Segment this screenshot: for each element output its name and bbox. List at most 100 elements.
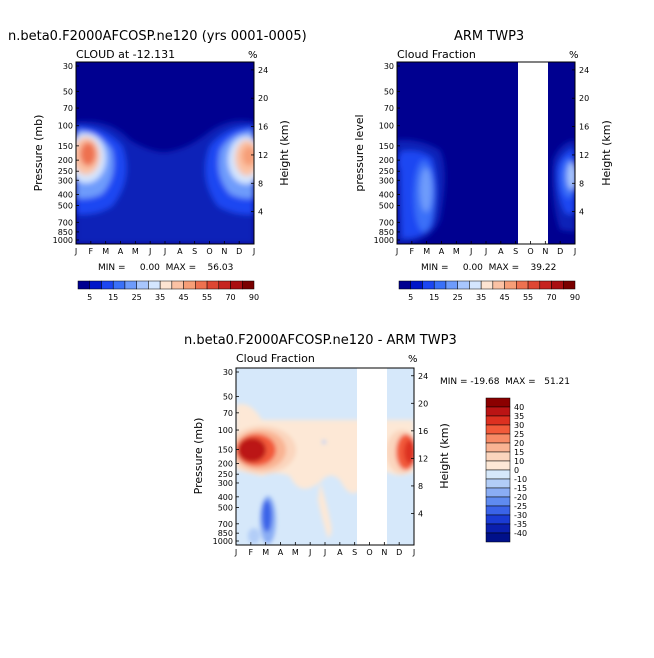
colorbar-swatch <box>480 280 494 290</box>
colorbar-label: 45 <box>179 293 189 302</box>
colorbar-swatch <box>516 280 529 290</box>
pressure-tick-label: 100 <box>218 426 233 435</box>
panel3-missing-data <box>357 368 387 545</box>
colorbar-label: 5 <box>408 293 413 302</box>
month-tick-label: J <box>74 247 77 256</box>
pressure-tick-label: 50 <box>384 87 394 96</box>
colorbar-label: 40 <box>514 403 524 412</box>
colorbar-label: 30 <box>514 421 524 430</box>
height-tick-label: 16 <box>258 123 268 132</box>
colorbar-swatch <box>124 280 137 290</box>
pressure-tick-label: 30 <box>384 62 394 71</box>
panel-model: n.beta0.F2000AFCOSP.ne120 (yrs 0001-0005… <box>8 29 307 302</box>
height-tick-label: 24 <box>579 66 589 75</box>
panel1-title: n.beta0.F2000AFCOSP.ne120 (yrs 0001-0005… <box>8 29 307 44</box>
month-tick-label: O <box>366 548 372 557</box>
colorbar-swatch <box>551 280 564 290</box>
colorbar-label: -20 <box>514 493 527 502</box>
pressure-tick-label: 400 <box>218 493 233 502</box>
month-tick-label: F <box>249 548 254 557</box>
month-tick-label: M <box>262 548 269 557</box>
month-tick-label: A <box>177 247 183 256</box>
panel1-ylabel: Pressure (mb) <box>32 115 45 192</box>
panel2-field <box>397 62 575 244</box>
pressure-tick-label: 200 <box>58 156 73 165</box>
month-tick-label: A <box>337 548 343 557</box>
colorbar-swatch <box>485 487 511 498</box>
colorbar-label: 25 <box>453 293 463 302</box>
panel2-colorbar: 5 15 25 35 45 55 70 90 <box>398 280 580 302</box>
pressure-tick-label: 700 <box>218 520 233 529</box>
colorbar-label: -15 <box>514 484 527 493</box>
pressure-tick-label: 500 <box>379 202 394 211</box>
month-tick-label: J <box>323 548 326 557</box>
colorbar-swatch <box>89 280 102 290</box>
colorbar-swatch <box>195 280 208 290</box>
colorbar-swatch <box>485 433 511 444</box>
month-tick-label: J <box>148 247 151 256</box>
pressure-tick-label: 100 <box>379 122 394 131</box>
colorbar-label: -10 <box>514 475 527 484</box>
pressure-tick-label: 70 <box>384 104 394 113</box>
month-tick-label: N <box>221 247 227 256</box>
month-tick-label: J <box>395 247 398 256</box>
month-tick-label: J <box>412 548 415 557</box>
pressure-tick-label: 300 <box>58 176 73 185</box>
height-tick-label: 16 <box>579 123 589 132</box>
panel-observation: ARM TWP3 Cloud Fraction % 30 50 70 100 150 20… <box>353 29 613 302</box>
month-tick-label: J <box>163 247 166 256</box>
panel3-field <box>236 368 414 545</box>
pressure-tick-label: 50 <box>223 393 233 402</box>
panel-difference: n.beta0.F2000AFCOSP.ne120 - ARM TWP3 Clo… <box>184 333 570 557</box>
height-tick-label: 12 <box>258 151 268 160</box>
colorbar-label: 15 <box>429 293 439 302</box>
panel3-height-label: Height (km) <box>438 423 451 489</box>
panel3-unit: % <box>408 354 418 365</box>
panel2-unit: % <box>569 50 579 61</box>
colorbar-label: 25 <box>514 430 524 439</box>
pressure-tick-label: 850 <box>379 228 394 237</box>
colorbar-label: 55 <box>523 293 533 302</box>
panel2-title: ARM TWP3 <box>454 29 524 44</box>
month-tick-label: N <box>542 247 548 256</box>
height-tick-label: 24 <box>418 372 428 381</box>
month-tick-label: O <box>527 247 533 256</box>
colorbar-label: 70 <box>546 293 556 302</box>
pressure-tick-label: 850 <box>218 529 233 538</box>
colorbar-label: 35 <box>514 412 524 421</box>
month-tick-label: D <box>396 548 402 557</box>
colorbar-label: 70 <box>225 293 235 302</box>
pressure-tick-label: 30 <box>223 368 233 377</box>
panel2-subtitle: Cloud Fraction <box>397 48 476 61</box>
colorbar-label: 90 <box>249 293 259 302</box>
colorbar-swatch <box>485 478 511 489</box>
colorbar-swatch <box>398 280 411 290</box>
pressure-tick-label: 70 <box>223 409 233 418</box>
month-tick-label: D <box>557 247 563 256</box>
colorbar-swatch <box>148 280 161 290</box>
month-tick-label: N <box>381 548 387 557</box>
month-tick-label: J <box>573 247 576 256</box>
height-tick-label: 16 <box>418 427 428 436</box>
height-tick-label: 24 <box>258 66 268 75</box>
colorbar-swatch <box>218 280 231 290</box>
height-tick-label: 20 <box>579 94 589 103</box>
pressure-tick-label: 250 <box>218 470 233 479</box>
month-tick-label: A <box>278 548 284 557</box>
month-tick-label: M <box>292 548 299 557</box>
colorbar-label: 90 <box>570 293 580 302</box>
colorbar-swatch <box>112 280 126 290</box>
pressure-tick-label: 700 <box>379 218 394 227</box>
month-tick-label: J <box>308 548 311 557</box>
height-tick-label: 4 <box>579 208 584 217</box>
colorbar-swatch <box>485 451 511 462</box>
panel3-height-ticks: 24 20 16 12 8 4 <box>411 372 428 518</box>
month-tick-label: J <box>484 247 487 256</box>
panel2-ylabel: pressure level <box>353 114 366 191</box>
colorbar-swatch <box>422 280 435 290</box>
pressure-tick-label: 400 <box>379 191 394 200</box>
month-tick-label: J <box>252 247 255 256</box>
